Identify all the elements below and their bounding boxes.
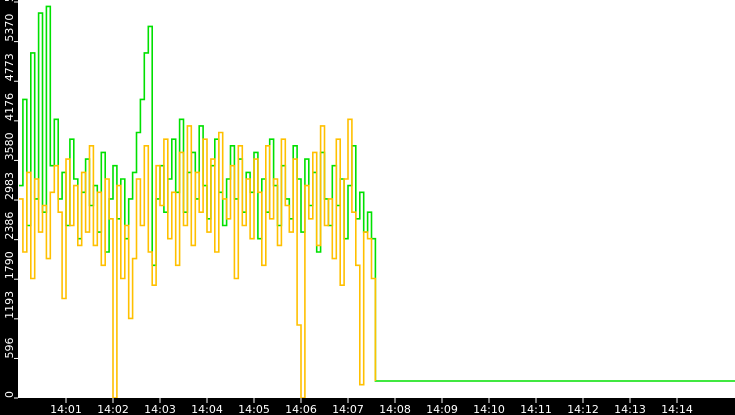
x-tick-label: 14:01 [50, 403, 82, 415]
x-axis: 14:01 14:02 14:03 14:04 14:05 14:06 14:07 14:08… [50, 398, 693, 415]
x-tick-label: 14:12 [567, 403, 599, 415]
y-tick-label: 1193 [3, 291, 16, 319]
y-tick-label: 596 [3, 337, 16, 358]
x-tick-label: 14:04 [191, 403, 223, 415]
y-tick-label: 3580 [3, 132, 16, 160]
series-layer [19, 5, 735, 399]
x-tick-label: 14:08 [379, 403, 411, 415]
y-tick-label: 1790 [3, 251, 16, 279]
series-line-1 [19, 118, 377, 399]
x-tick-label: 14:02 [97, 403, 129, 415]
y-tick-label: 4176 [3, 93, 16, 121]
x-tick-label: 14:05 [238, 403, 270, 415]
y-tick-label: 5967 [3, 0, 16, 2]
x-tick-label: 14:03 [144, 403, 176, 415]
y-tick-label: 5370 [3, 14, 16, 42]
x-tick-label: 14:11 [520, 403, 552, 415]
x-tick-label: 14:13 [614, 403, 646, 415]
series-line-0 [19, 5, 735, 382]
x-axis-bar [0, 398, 735, 415]
y-tick-label: 2386 [3, 212, 16, 240]
x-tick-label: 14:07 [332, 403, 364, 415]
y-axis-bar [0, 0, 18, 415]
y-tick-label: 0 [3, 391, 16, 398]
x-tick-label: 14:06 [285, 403, 317, 415]
x-tick-label: 14:10 [473, 403, 505, 415]
y-axis: 0 596 1193 1790 2386 2983 3580 4176 4773 5370 5967 [3, 0, 18, 399]
y-tick-label: 4773 [3, 53, 16, 81]
x-tick-label: 14:09 [426, 403, 458, 415]
x-tick-label: 14:14 [661, 403, 693, 415]
y-tick-label: 2983 [3, 172, 16, 200]
